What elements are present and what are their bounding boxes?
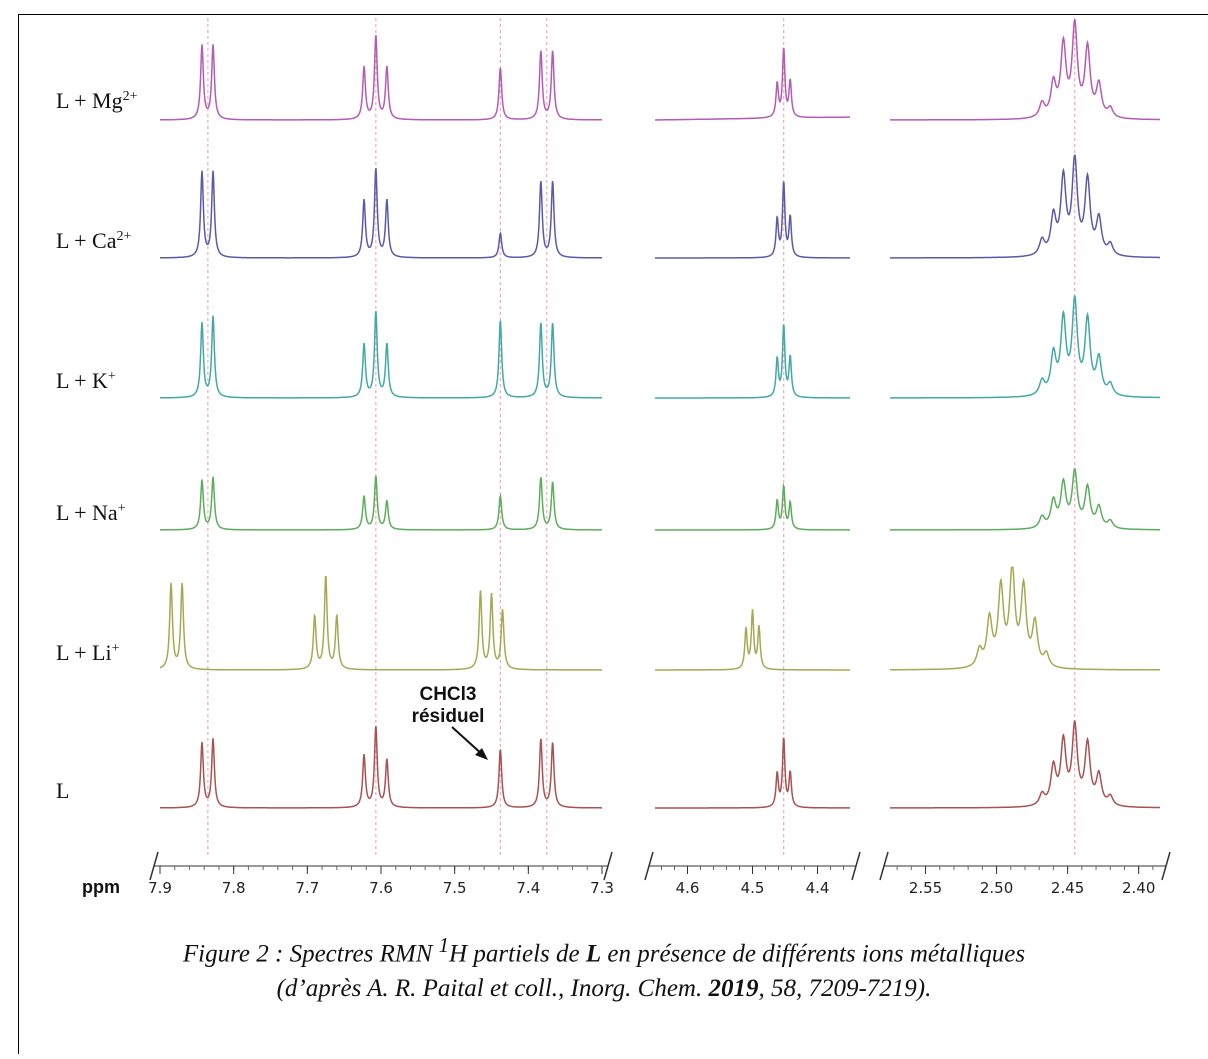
- row-label-2: L + K+: [56, 368, 116, 393]
- caption-bold2: 2019: [708, 975, 759, 1003]
- tick-label-0-2: 7.7: [295, 879, 319, 897]
- row-label-4: L + Li+: [56, 640, 120, 665]
- spectrum-1-panel-2: [890, 154, 1160, 259]
- spectra-series: [159, 18, 1160, 809]
- row-label-0: L + Mg2+: [56, 88, 138, 113]
- caption-line-1: Figure 2 : Spectres RMN 1H partiels de L…: [40, 928, 1168, 971]
- spectrum-1-panel-0: [160, 168, 602, 259]
- caption-prefix: Figure 2 : Spectres RMN: [182, 940, 439, 968]
- spectrum-5-panel-0: [160, 725, 602, 809]
- tick-label-1-2: 4.4: [806, 879, 830, 897]
- tick-label-0-0: 7.9: [148, 879, 172, 897]
- x-axes: 7.9 7.8 7.7 7.6 7.5 7.4 7.3 4.6 4.5 4.4 2.55 2.50 2.…: [148, 851, 1171, 897]
- annotation-line2: résiduel: [412, 706, 485, 727]
- caption-line2-post: , 58, 7209-7219).: [758, 975, 932, 1003]
- spectrum-0-panel-1: [655, 47, 850, 121]
- spectrum-5-panel-2: [890, 720, 1160, 809]
- ppm-axis-label: ppm: [82, 877, 120, 897]
- axis-break-left-1: [644, 851, 654, 881]
- spectrum-2-panel-2: [890, 294, 1160, 399]
- row-label-5: L: [56, 778, 69, 803]
- reference-lines: [207, 18, 1076, 858]
- spectrum-4-panel-2: [890, 566, 1160, 671]
- tick-label-2-0: 2.55: [909, 879, 942, 897]
- annotation-line1: CHCl3: [419, 684, 476, 705]
- tick-label-2-3: 2.40: [1122, 879, 1155, 897]
- caption-line2-pre: (d’après A. R. Paital et coll., Inorg. C…: [276, 975, 709, 1003]
- spectrum-0-panel-0: [160, 34, 602, 121]
- caption-line-2: (d’après A. R. Paital et coll., Inorg. C…: [40, 971, 1168, 1006]
- tick-label-2-1: 2.50: [980, 879, 1013, 897]
- row-label-1: L + Ca2+: [56, 228, 131, 253]
- figure-caption: Figure 2 : Spectres RMN 1H partiels de L…: [40, 928, 1168, 1006]
- axis-break-right-1: [851, 851, 861, 881]
- spectrum-3-panel-1: [655, 482, 850, 531]
- nmr-spectra-chart: L + Mg2+ L + Ca2+ L + K+ L + Na+ L + Li+ L 7.…: [56, 18, 1171, 897]
- caption-bold1: L: [585, 940, 602, 968]
- spectrum-1-panel-1: [655, 181, 850, 259]
- figure-frame: [18, 14, 1202, 1054]
- spectrum-4-panel-0: [159, 576, 602, 671]
- spectrum-0-panel-2: [890, 18, 1160, 121]
- tick-label-0-6: 7.3: [590, 879, 614, 897]
- row-label-3: L + Na+: [56, 500, 126, 525]
- tick-label-1-1: 4.5: [741, 879, 765, 897]
- tick-label-0-5: 7.4: [516, 879, 540, 897]
- spectrum-2-panel-0: [160, 310, 602, 399]
- annotation-arrow-head: [475, 748, 488, 760]
- annotation-arrow-shaft: [451, 726, 485, 757]
- spectrum-5-panel-1: [655, 737, 850, 809]
- spectrum-2-panel-1: [655, 324, 850, 399]
- tick-label-0-4: 7.5: [443, 879, 467, 897]
- chcl3-annotation: CHCl3 résiduel: [412, 684, 488, 760]
- tick-label-2-2: 2.45: [1051, 879, 1084, 897]
- axis-break-left-0: [149, 851, 159, 881]
- frame-top-edge: [1170, 14, 1208, 15]
- caption-sup: 1: [438, 933, 450, 957]
- axis-break-left-2: [879, 851, 889, 881]
- tick-label-0-3: 7.6: [369, 879, 393, 897]
- spectrum-3-panel-2: [890, 467, 1160, 531]
- tick-label-0-1: 7.8: [222, 879, 246, 897]
- axis-break-right-0: [603, 851, 613, 881]
- row-labels: L + Mg2+ L + Ca2+ L + K+ L + Na+ L + Li+ L: [56, 88, 138, 803]
- spectrum-4-panel-1: [655, 609, 850, 671]
- caption-mid2: en présence de différents ions métalliqu…: [601, 940, 1026, 968]
- spectrum-3-panel-0: [160, 475, 602, 531]
- tick-label-1-0: 4.6: [676, 879, 700, 897]
- axis-break-right-2: [1161, 851, 1171, 881]
- caption-mid1: H partiels de: [449, 940, 586, 968]
